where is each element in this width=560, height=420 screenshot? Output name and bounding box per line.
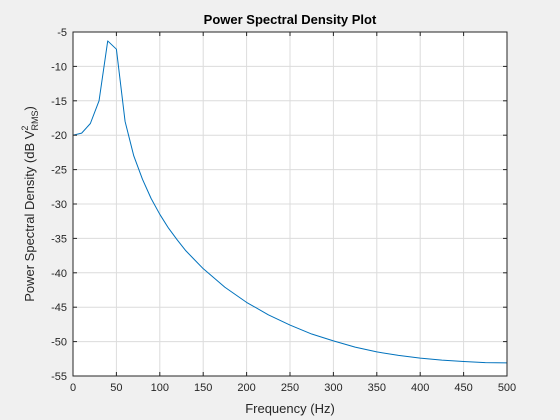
x-tick-label: 50 bbox=[110, 382, 122, 394]
y-tick-label: -10 bbox=[51, 61, 67, 73]
x-tick-label: 0 bbox=[70, 382, 76, 394]
y-tick-label: -35 bbox=[51, 233, 67, 245]
y-tick-label: -55 bbox=[51, 371, 67, 383]
x-tick-label: 450 bbox=[454, 382, 472, 394]
y-axis-label-prefix: Power Spectral Density (dB V bbox=[22, 130, 37, 302]
y-axis-label-sub: RMS bbox=[30, 111, 40, 131]
x-tick-label: 300 bbox=[324, 382, 342, 394]
x-tick-label: 200 bbox=[237, 382, 255, 394]
y-axis-label-sup: 2 bbox=[20, 126, 30, 131]
y-tick-label: -45 bbox=[51, 302, 67, 314]
x-tick-label: 100 bbox=[151, 382, 169, 394]
x-tick-label: 250 bbox=[281, 382, 299, 394]
psd-series-line bbox=[72, 40, 508, 364]
x-axis: 0 50 100 150 200 250 300 350 400 450 500 bbox=[70, 32, 516, 394]
y-axis: -5 -10 -15 -20 -25 -30 -35 -40 -45 -50 -55 bbox=[51, 27, 507, 383]
y-tick-label: -40 bbox=[51, 268, 67, 280]
x-tick-label: 350 bbox=[368, 382, 386, 394]
plot-area bbox=[72, 40, 508, 364]
y-tick-label: -15 bbox=[51, 96, 67, 108]
y-tick-label: -25 bbox=[51, 165, 67, 177]
y-axis-label: Power Spectral Density (dB V2RMS) bbox=[20, 106, 40, 302]
x-tick-label: 500 bbox=[498, 382, 516, 394]
y-tick-label: -20 bbox=[51, 130, 67, 142]
chart-title: Power Spectral Density Plot bbox=[204, 12, 377, 27]
y-axis-label-suffix: ) bbox=[22, 106, 37, 110]
y-tick-label: -30 bbox=[51, 199, 67, 211]
y-tick-label: -5 bbox=[57, 27, 67, 39]
x-tick-label: 400 bbox=[411, 382, 429, 394]
x-axis-label: Frequency (Hz) bbox=[245, 401, 335, 416]
x-tick-label: 150 bbox=[194, 382, 212, 394]
y-tick-label: -50 bbox=[51, 337, 67, 349]
